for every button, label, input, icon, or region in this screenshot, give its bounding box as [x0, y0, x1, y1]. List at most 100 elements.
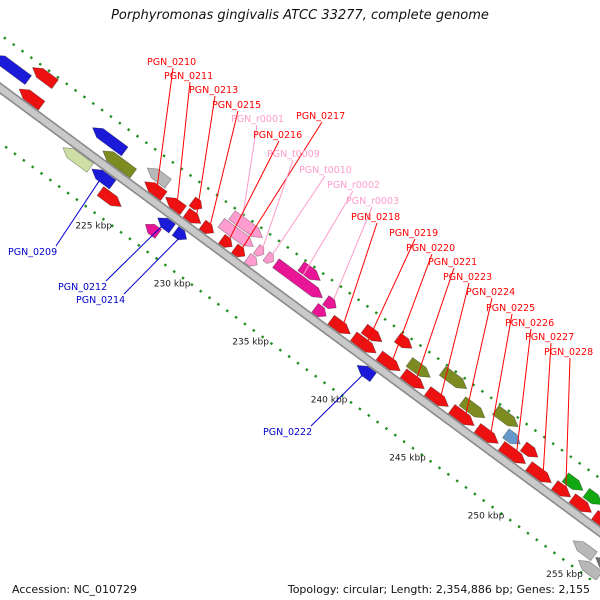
tick-dot	[197, 180, 202, 184]
gene-label[interactable]: PGN_0217	[296, 111, 345, 122]
gene-arrow-PGN_0213[interactable]	[182, 207, 204, 228]
gene-label[interactable]: PGN_0212	[58, 282, 107, 293]
gene-arrow-PGN_t0010[interactable]	[262, 251, 277, 266]
gene-label[interactable]: PGN_0209	[8, 247, 57, 258]
tick-dot	[110, 224, 114, 228]
gene-arrow-PGN_0221[interactable]	[399, 368, 427, 393]
gene-arrow[interactable]	[297, 261, 324, 285]
tick-dot	[339, 284, 343, 289]
gene-arrow[interactable]	[458, 396, 488, 422]
tick-dot	[455, 479, 459, 483]
gene-arrow-PGN_0219[interactable]	[349, 331, 379, 357]
gene-arrow-PGN_0220[interactable]	[375, 350, 403, 375]
tick-dot	[171, 160, 175, 165]
gene-arrow[interactable]	[311, 302, 330, 320]
gene-arrow[interactable]	[592, 553, 600, 576]
tick-dot	[73, 88, 78, 93]
gene-arrow[interactable]	[60, 143, 94, 173]
gene-arrow-PGN_0214[interactable]	[171, 226, 190, 243]
gene-arrow[interactable]	[582, 487, 600, 509]
tick-dot	[588, 577, 592, 581]
tick-dot	[294, 252, 299, 256]
gene-label[interactable]: PGN_0225	[486, 303, 535, 314]
gene-arrow[interactable]	[491, 405, 521, 431]
gene-arrow[interactable]	[144, 164, 172, 189]
gene-arrow[interactable]	[405, 357, 433, 382]
gene-label[interactable]: PGN_0223	[443, 272, 492, 283]
gene-label[interactable]: PGN_0214	[76, 295, 125, 306]
gene-label[interactable]: PGN_r0002	[327, 180, 380, 191]
tick-dot	[526, 531, 530, 535]
tick-dot	[508, 518, 512, 522]
gene-arrow-PGN_0209[interactable]	[89, 165, 117, 190]
gene-label[interactable]: PGN_t0010	[299, 165, 352, 176]
gene-arrow[interactable]	[228, 210, 266, 242]
tick-dot	[145, 250, 150, 254]
gene-arrow[interactable]	[502, 428, 524, 449]
gene-arrow[interactable]	[575, 556, 600, 581]
gene-arrow-PGN_r0002[interactable]	[272, 258, 326, 302]
tick-dot	[224, 199, 228, 204]
gene-label[interactable]: PGN_0218	[351, 212, 400, 223]
gene-label[interactable]: PGN_r0001	[231, 114, 284, 125]
tick-dot	[190, 282, 194, 287]
gene-arrow-PGN_0226[interactable]	[497, 440, 529, 468]
gene-arrow[interactable]	[568, 493, 595, 517]
tick-dot	[490, 505, 495, 509]
tick-dot	[216, 302, 221, 306]
gene-arrow-PGN_0224[interactable]	[447, 404, 477, 430]
gene-label[interactable]: PGN_0220	[406, 243, 455, 254]
gene-arrow-PGN_0212[interactable]	[154, 213, 176, 234]
tick-dot	[392, 324, 396, 328]
gene-label[interactable]: PGN_0226	[505, 318, 554, 329]
label-leader-line	[367, 238, 416, 341]
gene-label[interactable]: PGN_0211	[164, 71, 213, 82]
gene-label[interactable]: PGN_0210	[147, 57, 196, 68]
tick-dot	[570, 564, 574, 568]
gene-label[interactable]: PGN_0221	[428, 257, 477, 268]
gene-arrow[interactable]	[393, 332, 415, 353]
tick-dot	[154, 256, 159, 261]
tick-dot	[349, 400, 353, 405]
tick-dot	[109, 114, 113, 119]
gene-arrow[interactable]	[561, 472, 586, 495]
gene-arrow[interactable]	[100, 146, 138, 179]
gene-label[interactable]: PGN_0216	[253, 130, 302, 141]
gene-arrow[interactable]	[438, 365, 470, 393]
gene-label[interactable]: PGN_0227	[525, 332, 574, 343]
gene-arrow-PGN_0223[interactable]	[423, 386, 451, 411]
tick-dot	[82, 95, 87, 99]
gene-arrow[interactable]	[142, 220, 163, 239]
gene-arrow[interactable]	[0, 51, 33, 85]
tick-dot	[20, 49, 25, 53]
gene-label[interactable]: PGN_0219	[389, 228, 438, 239]
gene-arrow[interactable]	[519, 441, 541, 462]
tick-dot	[296, 361, 300, 365]
label-leader-line	[210, 110, 239, 225]
tick-dot	[524, 422, 529, 426]
gene-label[interactable]: PGN_0228	[544, 347, 593, 358]
gene-arrow[interactable]	[89, 123, 129, 157]
gene-label[interactable]: PGN_0222	[263, 427, 312, 438]
gene-label[interactable]: PGN_0224	[466, 287, 515, 298]
gene-arrow[interactable]	[243, 252, 260, 269]
gene-arrow-PGN_0222[interactable]	[354, 361, 377, 383]
gene-arrow[interactable]	[16, 85, 46, 111]
gene-label[interactable]: PGN_t0009	[267, 149, 320, 160]
gene-arrow-PGN_0227[interactable]	[525, 461, 555, 487]
tick-dot	[489, 396, 493, 400]
tick-dot	[579, 570, 583, 575]
gene-arrow-PGN_r0001[interactable]	[217, 217, 257, 251]
gene-label[interactable]: PGN_r0003	[346, 196, 399, 207]
gene-arrow-PGN_0228[interactable]	[550, 480, 574, 502]
gene-arrow[interactable]	[591, 509, 600, 531]
gene-arrow-PGN_0225[interactable]	[473, 423, 501, 448]
tick-dot	[393, 433, 397, 437]
gene-arrow[interactable]	[570, 536, 598, 562]
gene-arrow[interactable]	[29, 63, 59, 90]
gene-label[interactable]: PGN_0213	[189, 85, 238, 96]
gene-arrow[interactable]	[96, 186, 124, 211]
gene-label[interactable]: PGN_0215	[212, 100, 261, 111]
tick-dot	[533, 428, 538, 433]
